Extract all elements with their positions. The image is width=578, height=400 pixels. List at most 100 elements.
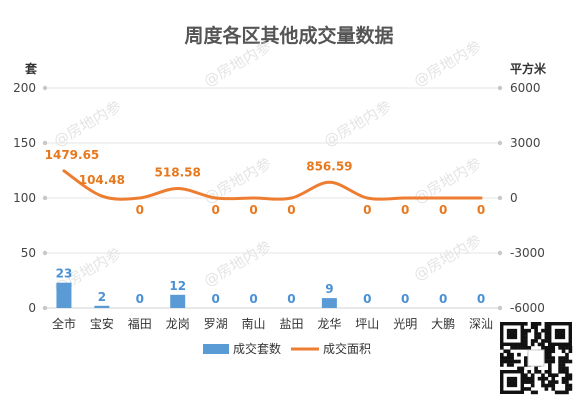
qr-module [524,363,528,367]
qr-module [568,383,573,388]
watermark-text: @房地内参 [411,37,485,90]
qr-module [537,376,542,381]
qr-module [517,352,521,357]
qr-module [500,346,504,350]
qr-module [524,322,528,326]
qr-module [500,363,504,367]
qr-module [551,356,556,360]
legend: 成交套数 成交面积 [203,341,371,356]
grid-endpoint [42,85,48,91]
qr-module [541,380,545,384]
qr-module [561,376,566,381]
category-label: 宝安 [90,316,114,331]
qr-module [565,383,569,388]
bar-value-label: 12 [169,279,186,293]
qr-module [541,328,545,333]
qr-module [548,366,552,371]
left-tick-label: 100 [13,191,36,205]
category-label: 盐田 [279,317,303,331]
right-axis-ticks: -6000 -3000 0 3000 6000 [510,81,545,315]
grid-endpoint [497,195,503,201]
qr-module [503,349,508,354]
legend-line-label: 成交面积 [323,341,371,356]
category-label: 全市 [52,316,76,331]
qr-module [541,373,545,378]
qr-module [551,359,556,364]
grid-endpoint [497,85,503,91]
category-label: 大鹏 [431,317,455,331]
qr-module [524,346,528,350]
qr-module [524,376,528,381]
bar [94,305,110,308]
qr-module [534,328,538,333]
qr-module [537,335,542,340]
qr-module [530,342,535,347]
qr-module [534,370,538,374]
qr-module [544,349,549,354]
right-tick-label: 6000 [510,81,541,95]
qr-module [500,359,504,364]
bar-value-label: 0 [363,292,371,306]
line-path [62,169,483,201]
qr-module [561,349,566,354]
qr-module [524,380,528,384]
qr-module [513,359,518,364]
bar-value-label: 23 [56,267,73,281]
chart-title: 周度各区其他成交量数据 [184,24,393,47]
qr-module [517,366,521,371]
qr-finder-inner [506,328,518,340]
qr-module [565,373,569,378]
category-label: 深汕 [469,317,493,331]
qr-module [548,352,552,357]
qr-module [530,325,535,330]
qr-module [548,373,552,378]
qr-module [524,339,528,343]
bar-data-labels: 23 2 0 12 0 0 0 9 0 0 0 0 [56,267,486,306]
qr-module [510,363,514,367]
qr-module [558,346,562,350]
qr-module [558,363,562,367]
qr-module [534,332,538,336]
qr-finder-inner [554,328,566,340]
line-value-label: 518.58 [155,165,201,179]
qr-module [544,328,549,333]
qr-module [506,363,511,367]
qr-module [558,366,562,371]
bar-value-label: 0 [287,292,295,306]
qr-module [510,359,514,364]
category-labels: 全市 宝安 福田 龙岗 罗湖 南山 盐田 龙华 坪山 光明 大鹏 深汕 [52,316,493,331]
qr-module [530,339,535,343]
qr-module [548,380,552,384]
qr-module [558,359,562,364]
left-tick-label: 150 [13,136,36,150]
left-axis-unit: 套 [24,61,38,76]
bar [56,282,72,308]
line-value-label: 856.59 [306,159,352,173]
line-value-label: 0 [363,203,371,217]
line-series [62,169,483,201]
qr-module [551,383,556,388]
qr-module [561,356,566,360]
bar-value-label: 0 [477,292,485,306]
qr-module [548,356,552,360]
qr-module [548,383,552,388]
qr-module [534,390,538,395]
qr-module [565,356,569,360]
qr-module [530,380,535,384]
watermark-text: @房地内参 [321,97,395,150]
qr-module [565,359,569,364]
qr-module [530,383,535,388]
qr-module [568,359,573,364]
qr-module [544,322,549,326]
qr-module [541,346,545,350]
qr-module [527,328,532,333]
qr-module [544,387,549,391]
grid-endpoint [497,140,503,146]
qr-module [544,356,549,360]
watermark-text: @房地内参 [51,97,125,150]
qr-module [530,373,535,378]
qr-module [527,380,532,384]
qr-module [544,325,549,330]
qr-module [506,359,511,364]
